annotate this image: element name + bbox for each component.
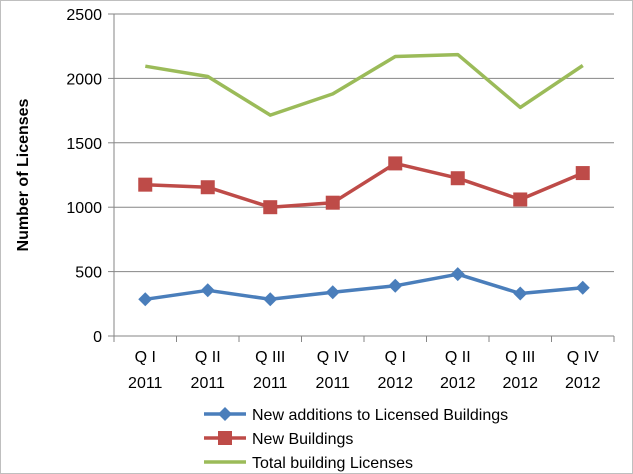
series-lines (138, 52, 590, 307)
y-tick-label: 1500 (66, 136, 102, 153)
x-tick-label-year: 2012 (440, 375, 476, 392)
series-line (145, 161, 584, 209)
x-tick-label-year: 2012 (377, 375, 413, 392)
x-tick-label-year: 2012 (565, 375, 601, 392)
legend-item: Total building Licenses (204, 455, 413, 472)
y-tick-label: 2500 (66, 7, 102, 24)
legend-item: New additions to Licensed Buildings (204, 407, 508, 424)
data-point (325, 195, 340, 210)
x-tick-label: Q II (445, 349, 471, 366)
legend-marker (218, 431, 232, 445)
legend-label: Total building Licenses (252, 455, 413, 472)
y-tick-label: 1000 (66, 200, 102, 217)
x-tick-label: Q I (385, 349, 406, 366)
series-3 (145, 52, 584, 117)
y-tick-labels: 0 500 1000 1500 2000 2500 (66, 7, 102, 346)
legend: New additions to Licensed Buildings New B… (204, 407, 508, 472)
legend-marker (218, 407, 232, 421)
data-point (200, 283, 215, 298)
x-tick-label-year: 2011 (128, 375, 163, 392)
series-line (145, 52, 584, 117)
series-line (145, 272, 583, 302)
data-point (138, 177, 153, 192)
data-point (388, 156, 403, 171)
data-point (325, 285, 340, 300)
x-tick-label: Q II (195, 349, 221, 366)
series-1 (138, 267, 590, 307)
x-tick-label: Q I (135, 349, 156, 366)
x-tick-labels: Q I 2011 Q II 2011 Q III 2011 Q IV 2011 Q I 2012 Q… (128, 349, 601, 392)
x-tick-label: Q III (255, 349, 285, 366)
x-tick-label-year: 2011 (191, 375, 226, 392)
legend-label: New additions to Licensed Buildings (252, 407, 508, 424)
series-2 (138, 156, 590, 215)
legend-item: New Buildings (204, 431, 353, 448)
x-tick-label-year: 2011 (253, 375, 288, 392)
data-point (388, 278, 403, 293)
data-point (575, 280, 590, 295)
x-tick-label: Q IV (567, 349, 599, 366)
data-point (200, 180, 215, 195)
data-point (450, 171, 465, 186)
axes (113, 14, 615, 342)
data-point (138, 292, 153, 307)
x-tick-label: Q III (505, 349, 535, 366)
y-tick-label: 500 (75, 265, 102, 282)
x-tick-label-year: 2011 (316, 375, 351, 392)
gridlines (108, 13, 614, 337)
data-point (450, 267, 465, 282)
legend-label: New Buildings (252, 431, 353, 448)
x-tick-label-year: 2012 (502, 375, 538, 392)
data-point (263, 292, 278, 307)
data-point (575, 166, 590, 181)
data-point (513, 286, 528, 301)
y-tick-label: 2000 (66, 71, 102, 88)
x-tick-label: Q IV (317, 349, 349, 366)
y-axis-title: Number of Licenses (15, 98, 32, 251)
data-point (513, 192, 528, 207)
y-tick-label: 0 (93, 329, 102, 346)
data-point (263, 200, 278, 215)
